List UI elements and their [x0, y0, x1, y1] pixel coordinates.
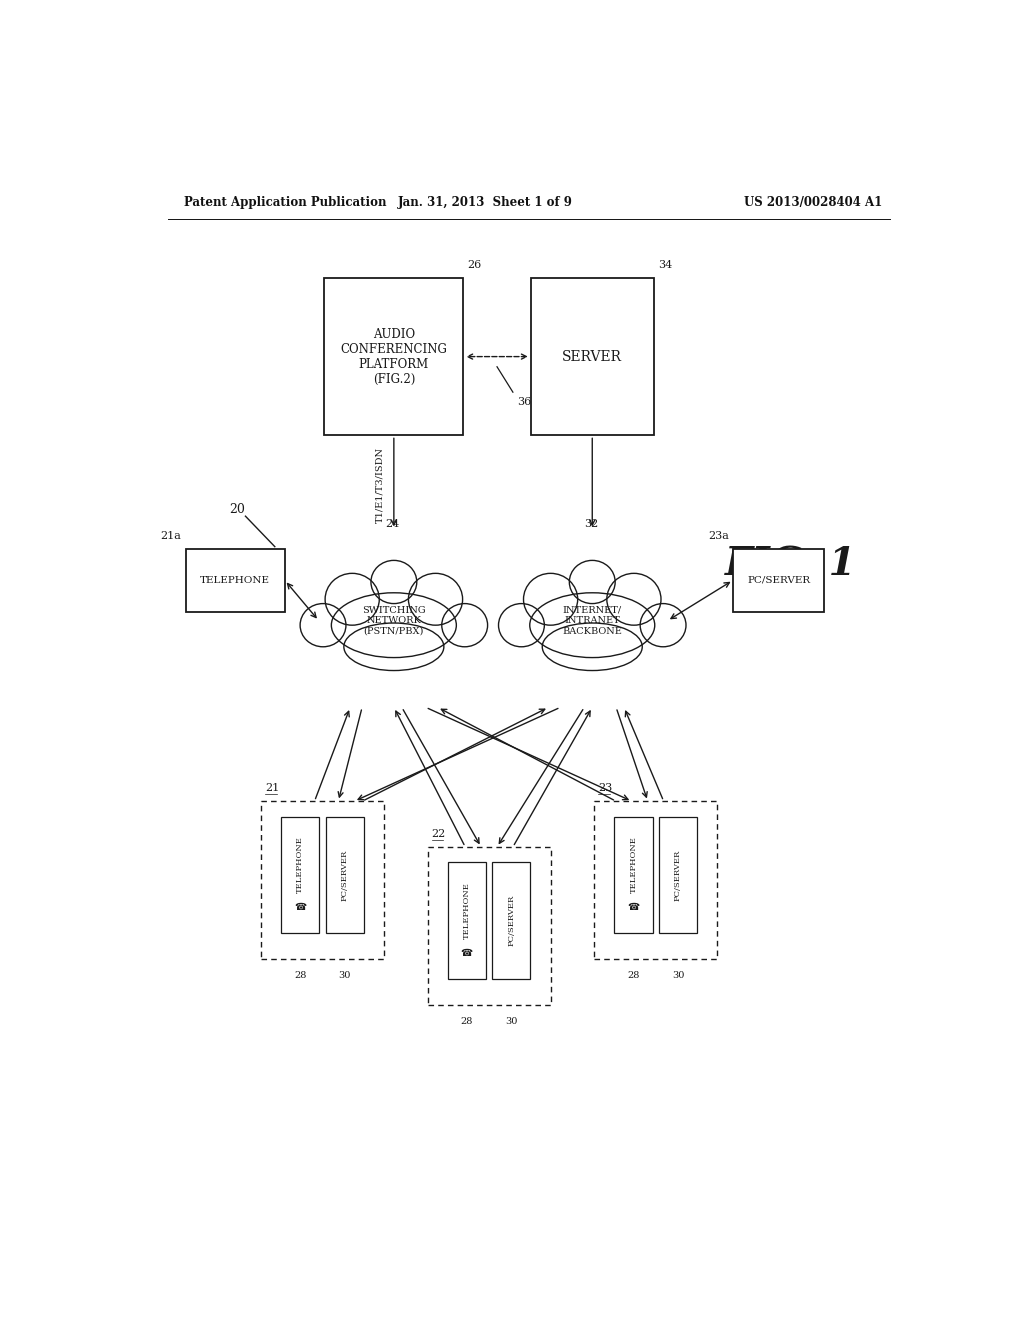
- Bar: [282, 817, 319, 933]
- Bar: [658, 817, 697, 933]
- Bar: [185, 549, 285, 611]
- Bar: [594, 801, 717, 958]
- Ellipse shape: [569, 561, 615, 603]
- Text: TELEPHONE: TELEPHONE: [296, 837, 304, 894]
- Text: SWITCHING
NETWORK
(PSTN/PBX): SWITCHING NETWORK (PSTN/PBX): [362, 606, 426, 636]
- Text: ☎: ☎: [628, 903, 640, 912]
- Text: PC/SERVER: PC/SERVER: [748, 576, 810, 585]
- Text: PC/SERVER: PC/SERVER: [341, 849, 348, 900]
- Text: 28: 28: [294, 972, 306, 979]
- Bar: [325, 277, 463, 436]
- Bar: [326, 817, 364, 933]
- Text: ☎: ☎: [294, 903, 306, 912]
- Text: 21: 21: [265, 783, 280, 793]
- Bar: [428, 847, 551, 1005]
- Text: T1/E1/T3/ISDN: T1/E1/T3/ISDN: [375, 447, 384, 523]
- Ellipse shape: [344, 623, 443, 671]
- Ellipse shape: [543, 623, 642, 671]
- Text: Jan. 31, 2013  Sheet 1 of 9: Jan. 31, 2013 Sheet 1 of 9: [397, 195, 572, 209]
- Text: 26: 26: [467, 260, 481, 269]
- Ellipse shape: [300, 603, 346, 647]
- Text: 23: 23: [598, 783, 612, 793]
- Text: 30: 30: [339, 972, 351, 979]
- Text: TELEPHONE: TELEPHONE: [463, 882, 471, 939]
- Text: 34: 34: [657, 260, 672, 269]
- Bar: [530, 277, 653, 436]
- Ellipse shape: [441, 603, 487, 647]
- Text: 36: 36: [517, 397, 531, 408]
- Text: PC/SERVER: PC/SERVER: [507, 895, 515, 946]
- Text: AUDIO
CONFERENCING
PLATFORM
(FIG.2): AUDIO CONFERENCING PLATFORM (FIG.2): [340, 327, 447, 385]
- Ellipse shape: [607, 573, 662, 626]
- Text: ☎: ☎: [461, 948, 473, 958]
- Ellipse shape: [325, 573, 379, 626]
- Text: US 2013/0028404 A1: US 2013/0028404 A1: [743, 195, 882, 209]
- Ellipse shape: [499, 603, 545, 647]
- Text: 30: 30: [505, 1016, 517, 1026]
- Text: FIG. 1: FIG. 1: [725, 546, 856, 583]
- Ellipse shape: [332, 593, 457, 657]
- Text: 24: 24: [385, 519, 399, 529]
- Ellipse shape: [371, 561, 417, 603]
- Bar: [614, 817, 652, 933]
- Text: 32: 32: [584, 519, 598, 529]
- Text: Patent Application Publication: Patent Application Publication: [183, 195, 386, 209]
- Text: 30: 30: [672, 972, 684, 979]
- Ellipse shape: [409, 573, 463, 626]
- Text: TELEPHONE: TELEPHONE: [200, 576, 270, 585]
- Text: 28: 28: [461, 1016, 473, 1026]
- Text: TELEPHONE: TELEPHONE: [630, 837, 638, 894]
- Text: 22: 22: [431, 829, 445, 840]
- Text: 21a: 21a: [161, 531, 181, 541]
- Text: PC/SERVER: PC/SERVER: [674, 849, 682, 900]
- Bar: [261, 801, 384, 958]
- Bar: [493, 862, 530, 979]
- Ellipse shape: [523, 573, 578, 626]
- Text: INTERNET/
INTRANET
BACKBONE: INTERNET/ INTRANET BACKBONE: [562, 606, 623, 636]
- Text: 28: 28: [628, 972, 640, 979]
- Text: 23a: 23a: [709, 531, 729, 541]
- Text: SERVER: SERVER: [562, 350, 623, 363]
- Ellipse shape: [640, 603, 686, 647]
- Ellipse shape: [529, 593, 654, 657]
- Text: 20: 20: [229, 503, 246, 516]
- Bar: [447, 862, 486, 979]
- Bar: [733, 549, 824, 611]
